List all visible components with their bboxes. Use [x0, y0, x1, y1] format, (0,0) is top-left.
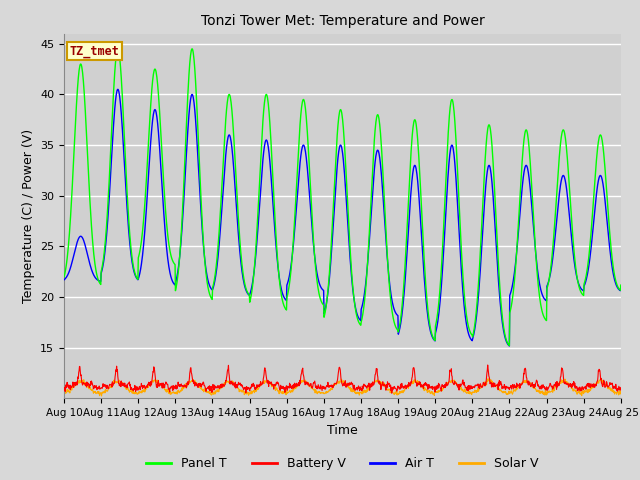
Y-axis label: Temperature (C) / Power (V): Temperature (C) / Power (V) — [22, 129, 35, 303]
Solar V — [184, 378, 192, 384]
Panel T — [60, 274, 68, 280]
Battery V — [170, 385, 178, 391]
Air T — [617, 284, 625, 290]
Panel T — [184, 92, 191, 98]
Battery V — [429, 385, 437, 391]
Legend: Panel T, Battery V, Air T, Solar V: Panel T, Battery V, Air T, Solar V — [141, 452, 544, 475]
Air T — [506, 343, 513, 349]
Panel T — [429, 335, 437, 340]
Line: Solar V: Solar V — [64, 379, 621, 396]
Solar V — [617, 391, 625, 397]
Panel T — [552, 210, 559, 216]
Panel T — [170, 261, 178, 266]
Solar V — [484, 376, 492, 382]
Air T — [502, 337, 509, 343]
Solar V — [552, 383, 559, 388]
Air T — [114, 86, 122, 92]
Air T — [552, 231, 559, 237]
Panel T — [502, 336, 509, 341]
Solar V — [246, 391, 254, 396]
Panel T — [246, 296, 254, 302]
Air T — [60, 277, 68, 283]
X-axis label: Time: Time — [327, 424, 358, 437]
Solar V — [429, 391, 437, 396]
Text: TZ_tmet: TZ_tmet — [70, 45, 120, 58]
Panel T — [188, 46, 196, 52]
Line: Battery V: Battery V — [64, 365, 621, 393]
Line: Air T: Air T — [64, 89, 621, 346]
Battery V — [246, 385, 254, 391]
Battery V — [552, 381, 559, 386]
Battery V — [388, 390, 396, 396]
Battery V — [484, 362, 492, 368]
Air T — [184, 122, 192, 128]
Battery V — [184, 379, 191, 384]
Panel T — [506, 343, 513, 348]
Title: Tonzi Tower Met: Temperature and Power: Tonzi Tower Met: Temperature and Power — [200, 14, 484, 28]
Battery V — [502, 385, 510, 391]
Solar V — [60, 389, 68, 395]
Air T — [171, 282, 179, 288]
Air T — [429, 336, 437, 341]
Line: Panel T: Panel T — [64, 49, 621, 346]
Battery V — [617, 387, 625, 393]
Panel T — [617, 282, 625, 288]
Battery V — [60, 387, 68, 393]
Solar V — [502, 391, 510, 397]
Solar V — [98, 393, 106, 399]
Air T — [246, 289, 254, 295]
Solar V — [171, 390, 179, 396]
